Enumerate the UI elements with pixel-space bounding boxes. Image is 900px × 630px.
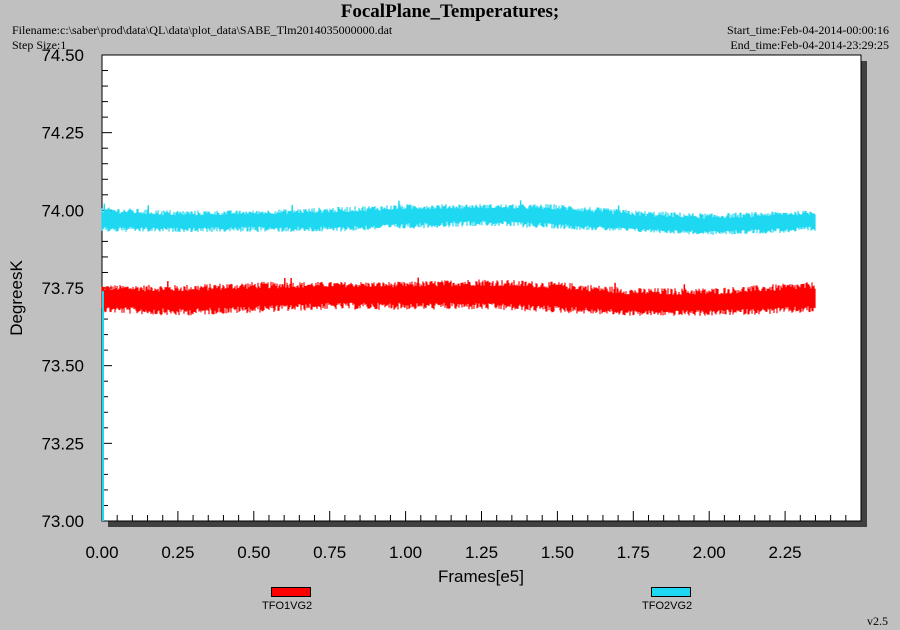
version-label: v2.5 bbox=[867, 614, 888, 628]
x-tick-label: 0.25 bbox=[161, 543, 194, 562]
legend-swatch-tfo1vg2 bbox=[271, 587, 311, 597]
x-tick-label: 0.00 bbox=[85, 543, 118, 562]
legend-label-tfo1vg2: TFO1VG2 bbox=[262, 600, 313, 612]
x-tick-label: 2.25 bbox=[769, 543, 802, 562]
x-tick-label: 1.00 bbox=[389, 543, 422, 562]
end-time-label: End_time:Feb-04-2014-23:29:25 bbox=[730, 38, 889, 52]
step-size-label: Step Size:1 bbox=[12, 38, 67, 52]
chart-title: FocalPlane_Temperatures; bbox=[340, 1, 560, 22]
x-tick-label: 1.50 bbox=[541, 543, 574, 562]
series-line-tfo2vg2 bbox=[101, 204, 816, 235]
x-tick-label: 0.75 bbox=[313, 543, 346, 562]
x-tick-label: 0.50 bbox=[237, 543, 270, 562]
x-tick-label: 1.25 bbox=[465, 543, 498, 562]
x-tick-label: 1.75 bbox=[617, 543, 650, 562]
y-tick-label: 74.50 bbox=[41, 46, 84, 65]
legend-label-tfo2vg2: TFO2VG2 bbox=[642, 600, 693, 612]
y-tick-label: 73.50 bbox=[41, 357, 84, 376]
x-tick-label: 2.00 bbox=[693, 543, 726, 562]
filename-label: Filename:c:\saber\prod\data\QL\data\plot… bbox=[12, 23, 393, 37]
y-tick-label: 74.00 bbox=[41, 201, 84, 220]
series-tfo2vg2 bbox=[101, 200, 816, 235]
y-tick-label: 74.25 bbox=[41, 124, 84, 143]
y-tick-label: 73.75 bbox=[41, 279, 84, 298]
y-axis-label: DegreesK bbox=[7, 260, 26, 336]
x-axis-label: Frames[e5] bbox=[438, 567, 524, 586]
y-tick-label: 73.00 bbox=[41, 512, 84, 531]
y-tick-label: 73.25 bbox=[41, 434, 84, 453]
start-time-label: Start_time:Feb-04-2014-00:00:16 bbox=[727, 23, 889, 37]
legend-swatch-tfo2vg2 bbox=[651, 587, 691, 597]
